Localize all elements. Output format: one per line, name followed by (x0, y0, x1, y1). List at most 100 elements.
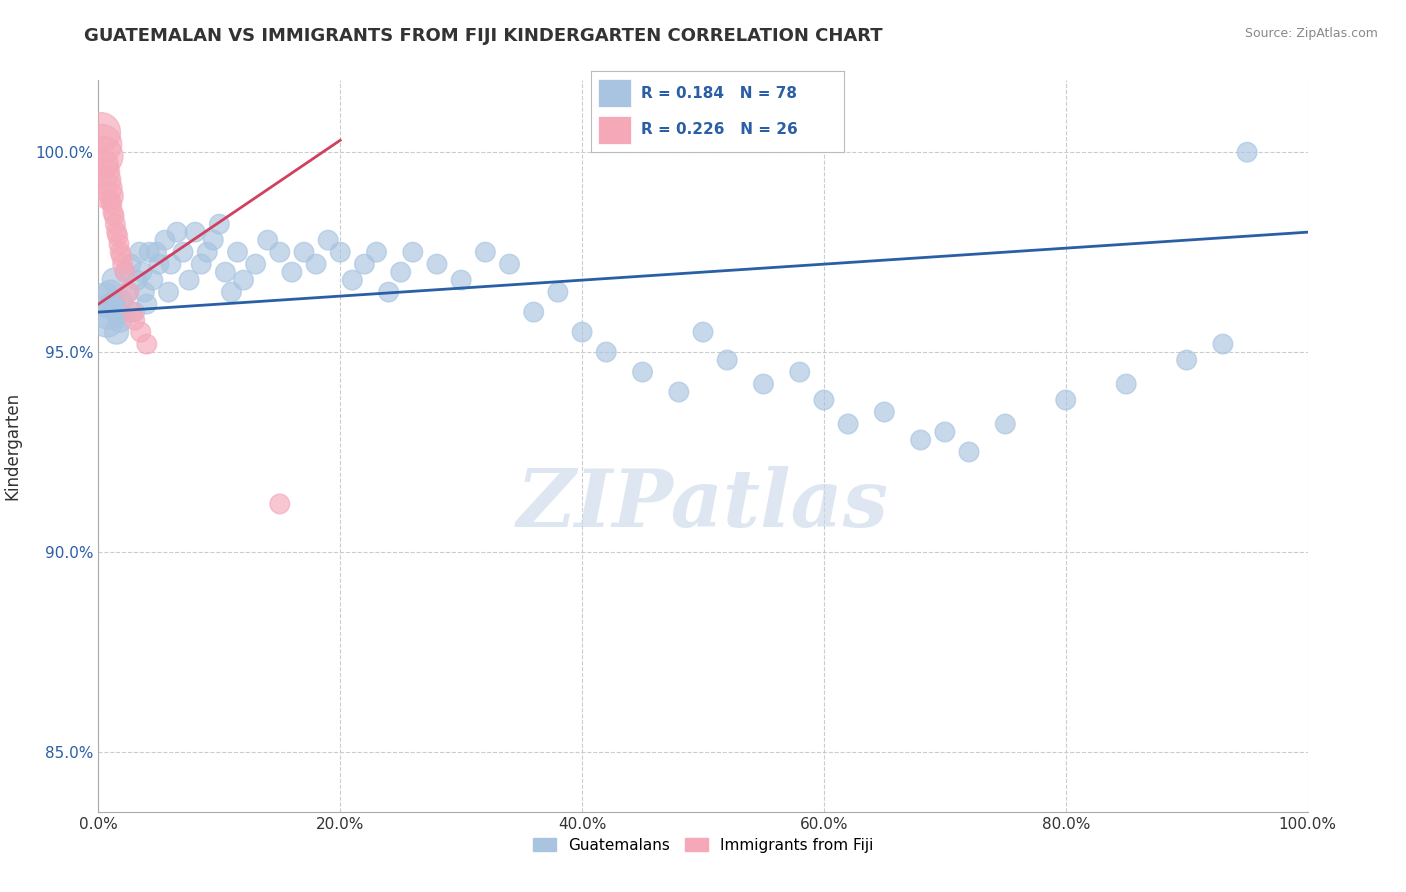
Point (91, 137, 114, 152)
Point (377, 285, 399, 299)
Point (571, 325, 593, 339)
FancyBboxPatch shape (598, 79, 631, 108)
Point (118, 285, 141, 299)
Point (160, 257, 183, 271)
Point (631, 365, 654, 379)
Point (498, 257, 520, 271)
Point (692, 325, 714, 339)
Point (118, 285, 141, 299)
Point (108, 237, 131, 252)
Point (342, 273, 364, 287)
Point (134, 285, 156, 299)
Point (93, 293, 115, 307)
Point (172, 245, 194, 260)
Point (124, 305, 146, 319)
Point (226, 245, 249, 260)
Text: GUATEMALAN VS IMMIGRANTS FROM FIJI KINDERGARTEN CORRELATION CHART: GUATEMALAN VS IMMIGRANTS FROM FIJI KINDE… (84, 27, 883, 45)
Point (111, 257, 134, 271)
Point (329, 245, 352, 260)
Point (716, 353, 738, 368)
Point (107, 305, 129, 319)
Point (97, 181, 120, 195)
Point (142, 273, 165, 287)
Point (269, 497, 291, 511)
Point (195, 245, 218, 260)
Point (474, 245, 496, 260)
Point (1115, 377, 1137, 392)
Point (100, 285, 122, 299)
Point (105, 325, 128, 339)
Point (292, 245, 315, 260)
Point (96, 173, 118, 187)
Point (94, 165, 117, 179)
Point (120, 257, 142, 271)
Point (1212, 337, 1234, 351)
Point (752, 377, 775, 392)
FancyBboxPatch shape (598, 116, 631, 144)
Point (957, 445, 980, 459)
Point (316, 233, 339, 247)
Point (426, 257, 449, 271)
Point (366, 245, 388, 260)
Point (93, 157, 115, 171)
Point (91, 149, 114, 163)
Point (101, 297, 124, 311)
Point (595, 345, 617, 359)
Point (190, 257, 212, 271)
Point (101, 205, 124, 219)
Point (153, 233, 176, 247)
Point (208, 217, 231, 231)
Point (873, 405, 896, 419)
Point (402, 245, 425, 260)
Point (108, 313, 131, 327)
Point (100, 193, 122, 207)
Point (114, 265, 136, 279)
Point (1054, 392, 1077, 407)
Point (124, 313, 146, 327)
Point (245, 257, 267, 271)
Point (127, 273, 149, 287)
Point (1175, 353, 1198, 368)
Point (1236, 145, 1258, 160)
Point (269, 245, 291, 260)
Point (107, 229, 129, 244)
Point (131, 265, 153, 279)
Point (105, 225, 128, 239)
Point (98, 189, 121, 203)
Point (108, 245, 131, 260)
Text: R = 0.184   N = 78: R = 0.184 N = 78 (641, 86, 797, 101)
Point (934, 425, 956, 439)
Point (837, 417, 859, 431)
Point (221, 285, 243, 299)
Point (103, 209, 125, 223)
Point (668, 385, 690, 400)
Point (305, 257, 328, 271)
Point (910, 433, 932, 447)
Text: Source: ZipAtlas.com: Source: ZipAtlas.com (1244, 27, 1378, 40)
Point (232, 273, 254, 287)
Point (184, 225, 207, 239)
Point (523, 305, 546, 319)
Point (138, 245, 160, 260)
Legend: Guatemalans, Immigrants from Fiji: Guatemalans, Immigrants from Fiji (526, 831, 880, 859)
Point (128, 245, 150, 260)
Point (166, 225, 188, 239)
Point (114, 265, 136, 279)
Point (100, 197, 122, 211)
Point (110, 249, 132, 263)
Y-axis label: Kindergarten: Kindergarten (4, 392, 21, 500)
Point (135, 337, 157, 351)
Text: ZIPatlas: ZIPatlas (517, 466, 889, 543)
Point (789, 365, 811, 379)
Point (111, 293, 134, 307)
Point (121, 305, 143, 319)
Point (129, 325, 152, 339)
Point (97, 305, 120, 319)
Text: R = 0.226   N = 26: R = 0.226 N = 26 (641, 121, 797, 136)
Point (994, 417, 1017, 431)
Point (103, 273, 125, 287)
Point (281, 265, 304, 279)
Point (96, 313, 118, 327)
Point (353, 257, 375, 271)
Point (202, 233, 225, 247)
